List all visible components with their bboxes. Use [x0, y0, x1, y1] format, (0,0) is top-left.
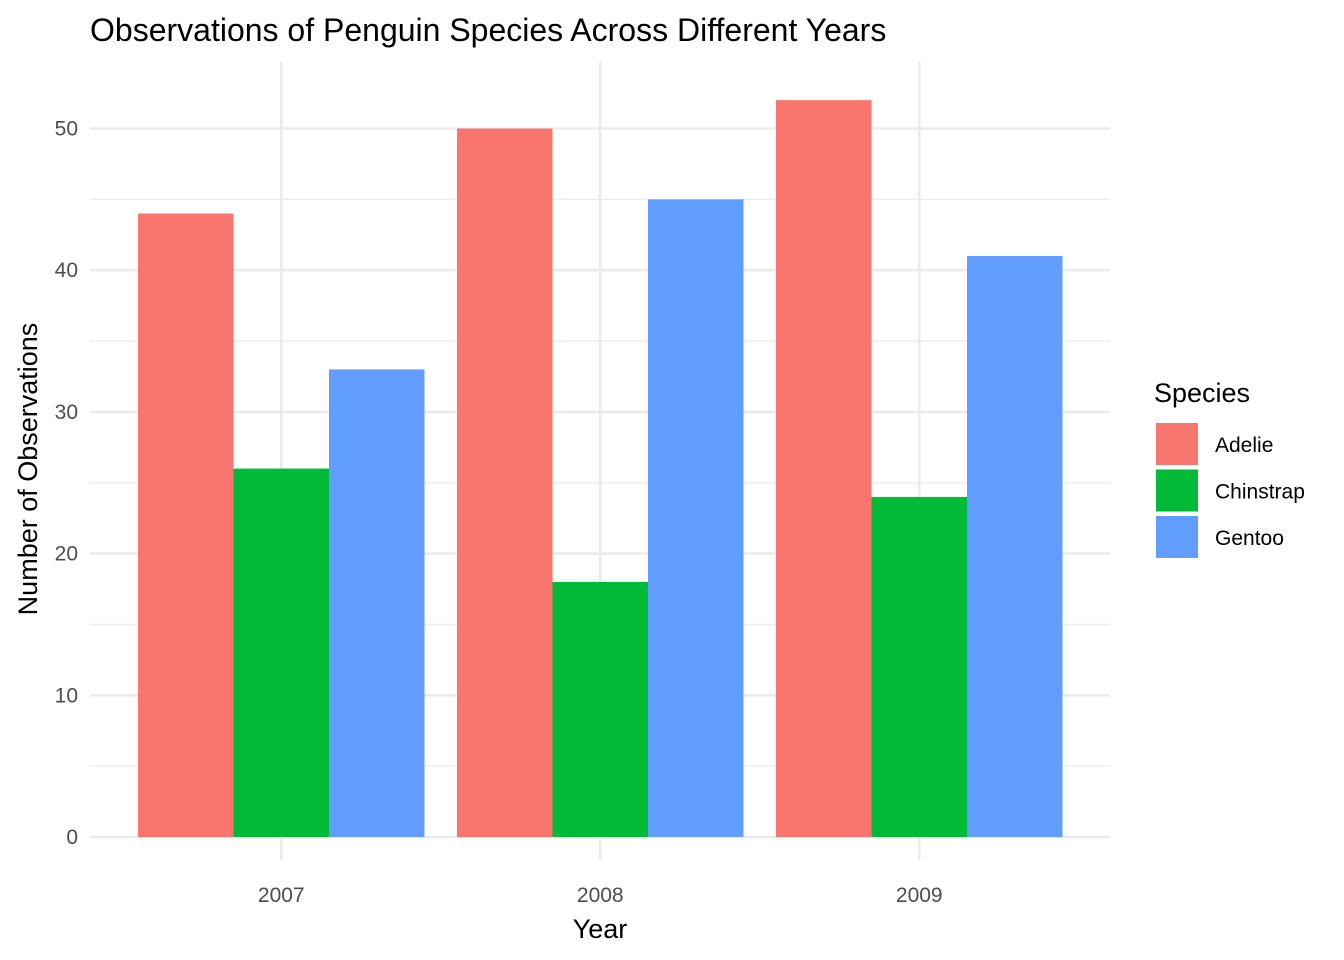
legend: Species Adelie Chinstrap Gentoo	[1154, 378, 1305, 558]
legend-label-chinstrap: Chinstrap	[1215, 481, 1305, 504]
y-tick-label: 0	[66, 826, 78, 849]
y-axis-title: Number of Observations	[13, 323, 43, 616]
legend-label-adelie: Adelie	[1215, 434, 1273, 457]
bars	[138, 100, 1063, 838]
y-tick-label: 10	[55, 684, 78, 707]
legend-key-chinstrap	[1156, 469, 1198, 512]
bar-gentoo-2009	[967, 256, 1063, 837]
bar-gentoo-2008	[648, 199, 744, 838]
y-tick-label: 30	[55, 401, 78, 424]
legend-title: Species	[1154, 378, 1250, 408]
x-axis-title: Year	[573, 914, 628, 944]
x-tick-label: 2007	[258, 884, 305, 907]
x-axis-ticks: 2007 2008 2009	[258, 884, 943, 907]
legend-key-adelie	[1156, 423, 1198, 465]
bar-chinstrap-2008	[552, 581, 648, 837]
bar-gentoo-2007	[329, 369, 425, 837]
y-axis-ticks: 0 10 20 30 40 50	[55, 118, 78, 850]
bar-adelie-2008	[457, 128, 553, 837]
bar-chinstrap-2007	[233, 468, 329, 837]
y-tick-label: 40	[55, 259, 78, 282]
legend-label-gentoo: Gentoo	[1215, 527, 1284, 550]
legend-key-gentoo	[1156, 516, 1198, 558]
bar-adelie-2009	[776, 100, 872, 837]
x-tick-label: 2008	[577, 884, 624, 907]
y-tick-label: 20	[55, 543, 78, 566]
bar-adelie-2007	[138, 213, 234, 837]
x-tick-label: 2009	[896, 884, 943, 907]
chart-title: Observations of Penguin Species Across D…	[90, 12, 886, 48]
bar-chinstrap-2009	[871, 496, 967, 837]
y-tick-label: 50	[55, 118, 78, 141]
